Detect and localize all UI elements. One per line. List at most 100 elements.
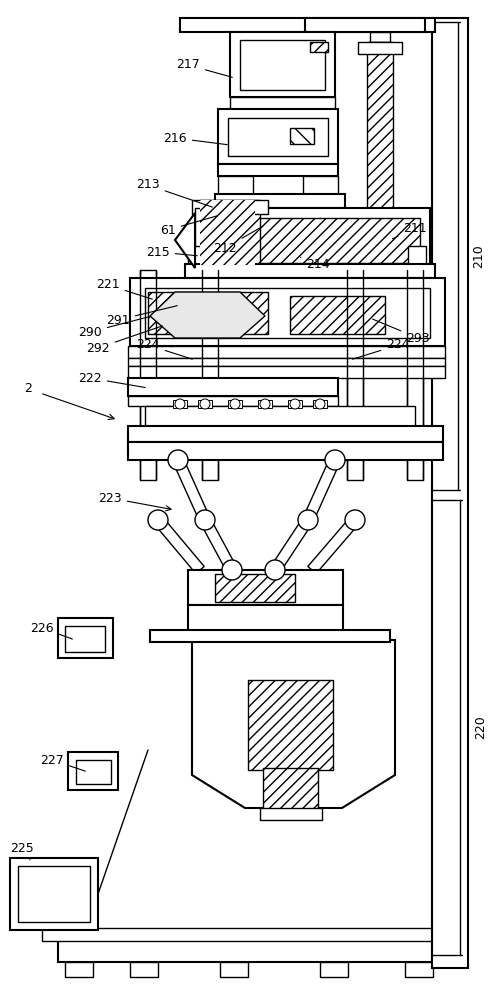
Bar (58, 940, 448, 962)
Bar (148, 292, 268, 334)
Text: 2: 2 (24, 381, 32, 394)
Text: 213: 213 (136, 178, 213, 207)
Bar (195, 208, 210, 273)
Bar (42, 928, 460, 941)
Bar (260, 808, 322, 820)
Bar (305, 18, 425, 32)
Polygon shape (271, 517, 313, 573)
Bar (65, 626, 105, 652)
Bar (130, 278, 445, 346)
Bar (218, 109, 338, 164)
Polygon shape (303, 458, 340, 522)
Polygon shape (200, 517, 237, 573)
Bar (65, 962, 93, 977)
Bar (200, 200, 260, 275)
Circle shape (195, 510, 215, 530)
Circle shape (290, 399, 300, 409)
Bar (128, 378, 338, 396)
Text: 224: 224 (353, 338, 410, 359)
Polygon shape (173, 458, 210, 522)
Bar (188, 605, 343, 640)
Text: 215: 215 (146, 245, 197, 258)
Text: 293: 293 (373, 319, 430, 344)
Text: 221: 221 (96, 278, 152, 299)
Bar (128, 396, 338, 406)
Bar (288, 400, 302, 408)
Bar (218, 176, 253, 194)
Bar (408, 246, 426, 264)
Text: 220: 220 (474, 715, 487, 739)
Circle shape (222, 560, 242, 580)
Text: 226: 226 (30, 621, 72, 639)
Bar (68, 752, 118, 790)
Bar (215, 194, 345, 208)
Circle shape (325, 450, 345, 470)
Bar (407, 270, 423, 480)
Bar (432, 18, 468, 968)
Text: 225: 225 (10, 842, 34, 860)
Bar (130, 962, 158, 977)
Bar (358, 42, 402, 54)
Bar (58, 618, 113, 658)
Polygon shape (154, 516, 204, 574)
Bar (173, 400, 187, 408)
Text: 217: 217 (176, 58, 232, 77)
Bar (128, 358, 445, 366)
Bar (248, 680, 333, 770)
Circle shape (230, 399, 240, 409)
Text: 291: 291 (106, 306, 177, 326)
Polygon shape (192, 640, 395, 808)
Bar (128, 346, 445, 358)
Text: 290: 290 (78, 317, 149, 338)
Text: 292: 292 (86, 326, 163, 355)
Bar (303, 176, 338, 194)
Bar (128, 426, 443, 442)
Circle shape (260, 399, 270, 409)
Bar (145, 288, 430, 338)
Text: 61: 61 (160, 216, 218, 236)
Bar (205, 218, 420, 263)
Bar (10, 858, 98, 930)
Bar (320, 962, 348, 977)
Text: 216: 216 (163, 131, 227, 145)
Bar (202, 270, 218, 480)
Bar (230, 97, 335, 109)
Bar (185, 264, 435, 278)
Text: 214: 214 (300, 257, 330, 271)
Text: 210: 210 (472, 244, 485, 268)
Bar (240, 40, 325, 90)
Bar (258, 400, 272, 408)
Text: 227: 227 (40, 754, 85, 771)
Bar (215, 574, 295, 602)
Bar (188, 570, 343, 605)
Bar (228, 400, 242, 408)
Bar (290, 296, 385, 334)
Bar (405, 962, 433, 977)
Polygon shape (150, 292, 265, 338)
Circle shape (200, 399, 210, 409)
Circle shape (345, 510, 365, 530)
Bar (290, 128, 314, 144)
Bar (313, 400, 327, 408)
Text: 224: 224 (136, 338, 192, 359)
Bar (76, 760, 111, 784)
Bar (18, 866, 90, 922)
Bar (180, 18, 435, 32)
Bar (192, 200, 268, 214)
Bar (128, 366, 445, 378)
Circle shape (148, 510, 168, 530)
Polygon shape (175, 213, 195, 268)
Circle shape (168, 450, 188, 470)
Circle shape (265, 560, 285, 580)
Bar (140, 270, 156, 480)
Bar (310, 42, 328, 52)
Bar (150, 630, 390, 642)
Bar (188, 246, 206, 264)
Text: 212: 212 (213, 226, 263, 254)
Bar (347, 270, 363, 480)
Bar (367, 42, 393, 237)
Bar (370, 32, 390, 42)
Circle shape (175, 399, 185, 409)
Bar (128, 442, 443, 460)
Bar (263, 768, 318, 810)
